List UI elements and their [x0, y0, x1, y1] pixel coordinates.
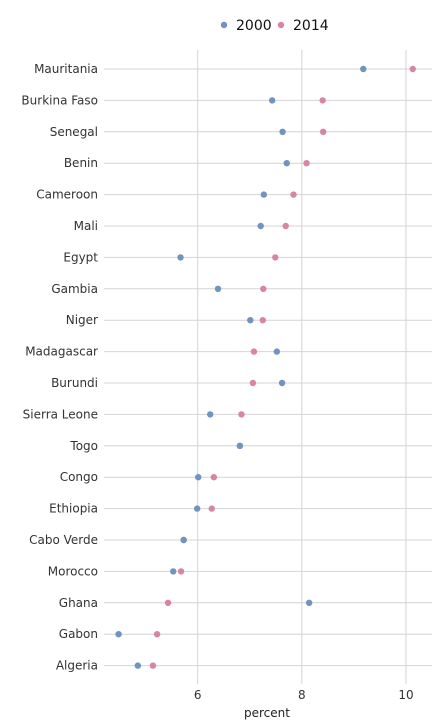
category-label: Cabo Verde — [29, 533, 98, 547]
point-2000 — [193, 505, 201, 512]
point-2014 — [319, 97, 326, 104]
point-2014 — [238, 411, 245, 418]
legend-swatch-2000 — [220, 21, 228, 29]
category-label: Togo — [69, 439, 98, 453]
point-2014 — [250, 348, 258, 355]
point-2000 — [260, 191, 268, 198]
point-2014 — [210, 474, 218, 481]
category-label: Gambia — [51, 282, 98, 296]
x-tick-label: 8 — [298, 688, 306, 702]
category-label: Morocco — [48, 564, 98, 578]
category-label: Mali — [74, 219, 98, 233]
point-2000 — [247, 317, 254, 324]
point-2000 — [207, 411, 214, 418]
x-tick-label: 10 — [398, 688, 413, 702]
category-label: Mauritania — [34, 62, 98, 76]
x-tick-label: 6 — [194, 688, 202, 702]
legend-label-2000: 2000 — [236, 18, 272, 34]
category-label: Benin — [64, 156, 98, 170]
category-label: Ethiopia — [49, 502, 98, 516]
point-2014 — [282, 222, 289, 230]
category-label: Madagascar — [25, 345, 98, 359]
category-label: Congo — [60, 470, 98, 484]
data-points — [115, 65, 416, 669]
point-2000 — [268, 97, 276, 104]
category-label: Niger — [66, 313, 98, 327]
point-2000 — [170, 568, 177, 575]
point-2014 — [153, 631, 161, 638]
point-2000 — [180, 536, 187, 544]
point-2000 — [177, 254, 184, 261]
category-label: Gabon — [59, 627, 98, 641]
point-2000 — [214, 285, 222, 292]
point-2000 — [278, 379, 286, 387]
point-2014 — [260, 285, 267, 292]
point-2000 — [279, 128, 286, 135]
category-label: Burkina Faso — [21, 93, 98, 107]
point-2014 — [409, 65, 416, 73]
legend-swatch-2014 — [277, 21, 285, 29]
point-2014 — [208, 505, 215, 512]
category-label: Senegal — [50, 125, 98, 139]
category-label: Sierra Leone — [23, 407, 98, 421]
category-labels: Mauritania Burkina Faso Senegal Benin Camero… — [21, 62, 98, 673]
point-2000 — [134, 662, 142, 669]
category-label: Burundi — [51, 376, 98, 390]
legend: 2000 2014 — [220, 18, 329, 34]
category-label: Egypt — [63, 250, 98, 264]
category-label: Algeria — [56, 659, 98, 673]
point-2014 — [259, 317, 266, 324]
point-2014 — [177, 568, 185, 575]
grid-lines — [104, 50, 432, 684]
point-2000 — [305, 599, 313, 606]
point-2000 — [257, 222, 264, 230]
point-2014 — [164, 599, 172, 606]
point-2014 — [303, 160, 310, 167]
point-2014 — [249, 379, 257, 387]
point-2000 — [115, 631, 122, 638]
category-label: Cameroon — [36, 188, 98, 202]
x-tick-labels: 6 8 10 — [194, 688, 414, 702]
point-2000 — [283, 160, 290, 167]
point-2014 — [272, 254, 279, 261]
point-2000 — [273, 348, 281, 355]
category-label: Ghana — [59, 596, 98, 610]
point-2000 — [195, 474, 202, 481]
x-axis-title: percent — [244, 706, 290, 720]
legend-label-2014: 2014 — [293, 18, 329, 34]
point-2014 — [290, 191, 297, 198]
point-2000 — [360, 65, 367, 73]
point-2000 — [236, 442, 244, 449]
point-2014 — [149, 662, 157, 669]
point-2014 — [319, 128, 327, 135]
